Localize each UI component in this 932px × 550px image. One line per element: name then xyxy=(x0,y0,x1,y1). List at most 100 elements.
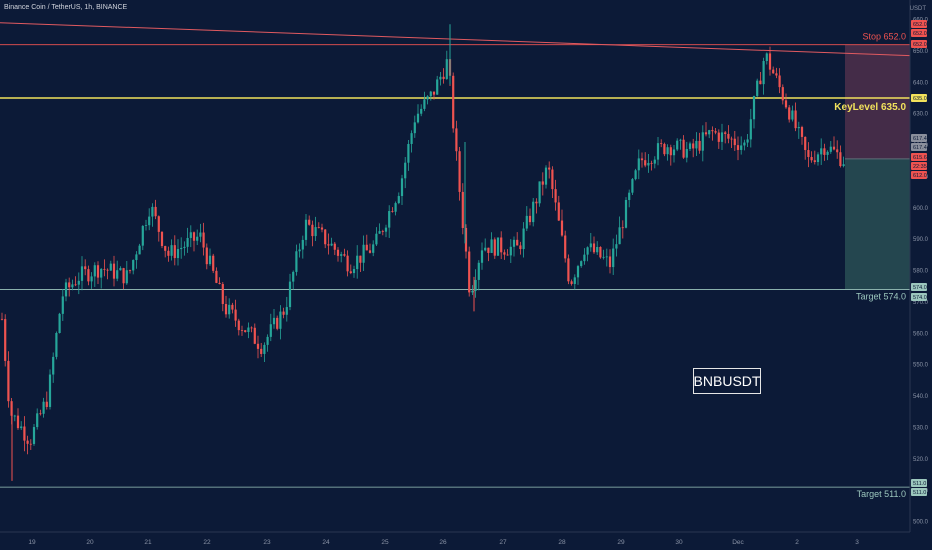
candle xyxy=(503,249,506,260)
price-tick-label: 530.0 xyxy=(913,426,929,432)
candle xyxy=(263,342,266,363)
candle xyxy=(538,181,541,207)
candle xyxy=(144,219,148,231)
level-label-target: Target 574.0 xyxy=(856,291,906,301)
price-tag xyxy=(911,162,927,170)
candle xyxy=(253,323,256,345)
candle xyxy=(42,397,45,418)
candle xyxy=(128,269,132,274)
candle xyxy=(343,248,346,257)
candle xyxy=(250,326,253,333)
candle xyxy=(122,267,125,290)
candle xyxy=(340,251,343,263)
candle xyxy=(151,203,154,227)
candle xyxy=(55,331,58,360)
candle xyxy=(218,277,221,285)
candle xyxy=(48,369,52,410)
candle xyxy=(23,416,26,452)
candle xyxy=(653,156,656,169)
candle xyxy=(77,272,80,295)
candle xyxy=(567,254,570,285)
candle xyxy=(455,120,458,161)
candle xyxy=(317,222,320,229)
risk-zone xyxy=(845,44,910,159)
time-tick-label: 27 xyxy=(499,539,507,546)
time-tick-label: 2 xyxy=(795,539,799,546)
candle xyxy=(135,251,138,269)
candle xyxy=(781,84,784,105)
candle xyxy=(84,259,87,276)
candle xyxy=(420,104,423,117)
candle xyxy=(647,153,650,173)
candle xyxy=(557,195,560,222)
candle xyxy=(615,234,618,257)
price-tag-label: 652.0 xyxy=(913,42,927,48)
candle xyxy=(68,277,71,297)
candle xyxy=(61,288,64,321)
candle xyxy=(621,220,624,239)
candle xyxy=(52,352,55,383)
trendline xyxy=(0,22,911,57)
time-tick-label: 25 xyxy=(381,539,389,546)
candle xyxy=(173,235,176,266)
price-tag-label: 511.0 xyxy=(913,481,926,487)
candle xyxy=(362,235,365,272)
candle xyxy=(215,267,218,284)
candle xyxy=(32,423,36,446)
candle xyxy=(240,325,244,336)
candle xyxy=(452,72,455,133)
candle xyxy=(0,312,4,321)
level-label-keylevel: KeyLevel 635.0 xyxy=(834,102,906,113)
candle xyxy=(791,105,794,122)
candle xyxy=(308,215,311,226)
candle xyxy=(605,248,608,267)
candle xyxy=(391,207,394,213)
price-tag xyxy=(911,171,927,179)
candle xyxy=(474,269,477,298)
candle xyxy=(490,232,493,254)
price-axis-unit: USDT xyxy=(910,6,927,12)
candle xyxy=(125,260,128,285)
candle xyxy=(660,139,663,148)
price-tag-label: 22:35 xyxy=(913,164,927,170)
candle xyxy=(836,140,839,159)
candle xyxy=(634,168,637,181)
time-tick-label: 21 xyxy=(144,539,152,546)
candle xyxy=(800,125,804,145)
candle xyxy=(628,189,631,208)
time-tick-label: 19 xyxy=(28,539,36,546)
candle xyxy=(765,52,768,65)
candle xyxy=(176,239,180,266)
candle xyxy=(560,209,564,237)
candle xyxy=(349,264,352,275)
candle xyxy=(224,295,228,318)
price-tag-label: 635.0 xyxy=(913,96,927,102)
candle xyxy=(279,305,282,340)
candle xyxy=(311,220,314,247)
candle xyxy=(196,229,199,246)
candle xyxy=(365,234,368,251)
candle xyxy=(640,152,644,168)
candle xyxy=(768,46,772,76)
price-tag-label: 612.0 xyxy=(913,173,927,179)
candle xyxy=(704,122,708,137)
candle xyxy=(624,197,628,229)
price-tag xyxy=(911,94,927,102)
candle xyxy=(464,224,468,259)
price-tag xyxy=(911,479,927,487)
candle xyxy=(212,253,215,274)
candle xyxy=(820,138,823,165)
candle xyxy=(183,241,186,256)
candle xyxy=(797,121,800,139)
level-label-target: Target 511.0 xyxy=(857,489,906,499)
candle xyxy=(743,139,746,151)
candle xyxy=(778,68,781,94)
candle xyxy=(74,276,77,287)
candle xyxy=(333,241,336,256)
candle xyxy=(368,243,372,254)
candle xyxy=(288,273,292,311)
candle xyxy=(170,239,173,261)
candle xyxy=(500,231,503,260)
price-tag xyxy=(911,153,927,161)
